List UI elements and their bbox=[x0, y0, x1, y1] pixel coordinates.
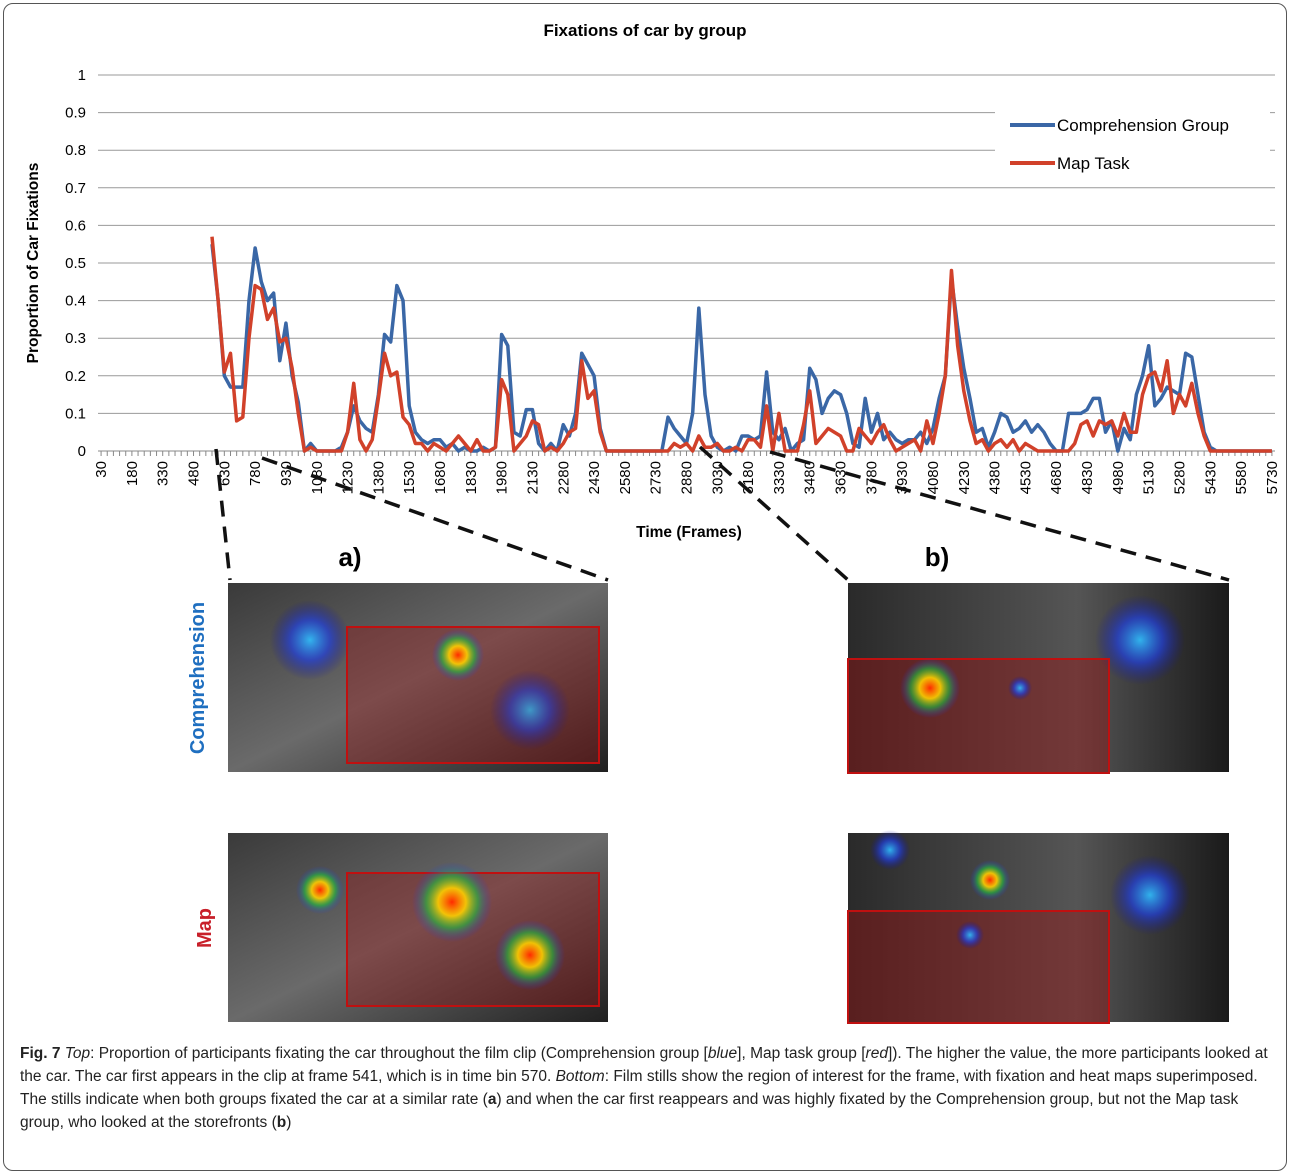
y-tick-label: 0.2 bbox=[65, 368, 86, 385]
y-tick-label: 1 bbox=[78, 67, 86, 84]
caption-part: ], Map task group [ bbox=[737, 1045, 866, 1062]
y-tick-label: 0.3 bbox=[65, 330, 86, 347]
legend: Comprehension Group Map Task bbox=[995, 105, 1270, 185]
x-tick-label: 2280 bbox=[555, 461, 572, 494]
connector bbox=[214, 448, 232, 581]
y-axis-label: Proportion of Car Fixations bbox=[25, 163, 42, 364]
connector bbox=[698, 445, 850, 582]
figure-border bbox=[3, 3, 1287, 1171]
x-tick-label: 5280 bbox=[1171, 461, 1188, 494]
chart-title: Fixations of car by group bbox=[543, 21, 746, 40]
still-comprehension-a bbox=[228, 583, 608, 772]
caption-part: : Proportion of participants fixating th… bbox=[90, 1045, 708, 1062]
x-tick-label: 4380 bbox=[987, 461, 1004, 494]
x-tick-label: 4080 bbox=[925, 461, 942, 494]
x-tick-label: 4980 bbox=[1110, 461, 1127, 494]
x-tick-label: 3780 bbox=[863, 461, 880, 494]
x-tick-label: 3480 bbox=[802, 461, 819, 494]
y-tick-label: 0.6 bbox=[65, 217, 86, 234]
lines bbox=[210, 236, 1272, 453]
connector bbox=[261, 456, 609, 582]
still-comprehension-b bbox=[847, 583, 1229, 774]
y-tick-label: 0.8 bbox=[65, 142, 86, 159]
x-tick-label: 3030 bbox=[709, 461, 726, 494]
x-tick-label: 4830 bbox=[1079, 461, 1096, 494]
x-tick-label: 2130 bbox=[524, 461, 541, 494]
y-tick-label: 0.4 bbox=[65, 293, 86, 310]
caption-part: ) and when the car first reappears and w… bbox=[20, 1091, 1239, 1131]
y-tick-label: 0.5 bbox=[65, 255, 86, 272]
caption-part: ) bbox=[286, 1114, 292, 1131]
caption-part: red bbox=[865, 1045, 888, 1062]
panel-label: a) bbox=[338, 542, 361, 572]
caption-fig: Fig. 7 bbox=[20, 1045, 61, 1062]
caption-part: : Film stills show the region of interes… bbox=[20, 1068, 1258, 1108]
x-axis-label: Time (Frames) bbox=[636, 524, 742, 541]
series-line bbox=[210, 236, 1272, 453]
y-tick-label: 0.7 bbox=[65, 180, 86, 197]
x-tick-label: 480 bbox=[186, 461, 203, 486]
series-line bbox=[210, 244, 1272, 453]
x-tick-label: 180 bbox=[124, 461, 141, 486]
connector bbox=[769, 450, 1230, 582]
x-tick-label: 2430 bbox=[586, 461, 603, 494]
x-tick-label: 1680 bbox=[432, 461, 449, 494]
x-tick-label: 5730 bbox=[1264, 461, 1281, 494]
x-tick-label: 1980 bbox=[494, 461, 511, 494]
legend-label: Map Task bbox=[1057, 154, 1130, 173]
x-tick-label: 1530 bbox=[401, 461, 418, 494]
x-tick-label: 5430 bbox=[1202, 461, 1219, 494]
y-tick-label: 0 bbox=[78, 443, 86, 460]
caption-part: blue bbox=[707, 1045, 738, 1062]
x-tick-label: 2880 bbox=[679, 461, 696, 494]
x-tick-label: 4680 bbox=[1048, 461, 1065, 494]
row-label: Map bbox=[194, 908, 216, 948]
x-tick-label: 2730 bbox=[648, 461, 665, 494]
x-tick-label: 5580 bbox=[1233, 461, 1250, 494]
x-tick-label: 30 bbox=[93, 461, 110, 478]
still-map-b bbox=[847, 830, 1229, 1024]
legend-label: Comprehension Group bbox=[1057, 116, 1229, 135]
x-tick-label: 1830 bbox=[463, 461, 480, 494]
x-tick-label: 4530 bbox=[1017, 461, 1034, 494]
x-tick-label: 930 bbox=[278, 461, 295, 486]
ticks: 0 0.1 0.2 0.3 0.4 0.5 0.6 0.7 0.8 0.9 1 30 180 330 480… bbox=[65, 67, 1281, 494]
legend-box bbox=[995, 105, 1270, 185]
caption-part: ]). The higher the value, the more parti… bbox=[20, 1045, 1268, 1085]
x-tick-label: 5130 bbox=[1141, 461, 1158, 494]
caption-part: a bbox=[487, 1091, 497, 1108]
x-tick-label: 3330 bbox=[771, 461, 788, 494]
y-tick-label: 0.9 bbox=[65, 105, 86, 122]
caption-part: Bottom bbox=[555, 1068, 605, 1085]
chart: Fixations of car by group Proportion of … bbox=[25, 21, 1281, 1024]
caption: Fig. 7 Top: Proportion of participants f… bbox=[20, 1042, 1275, 1134]
connectors bbox=[214, 445, 1230, 582]
x-tick-label: 2580 bbox=[617, 461, 634, 494]
caption-part: b bbox=[276, 1114, 287, 1131]
row-label: Comprehension bbox=[187, 602, 209, 754]
y-tick-label: 0.1 bbox=[65, 405, 86, 422]
x-tick-label: 330 bbox=[155, 461, 172, 486]
x-tick-label: 780 bbox=[247, 461, 264, 486]
panel-label: b) bbox=[925, 542, 950, 572]
still-map-a bbox=[228, 833, 608, 1022]
x-tick-label: 1380 bbox=[370, 461, 387, 494]
x-tick-label: 3630 bbox=[833, 461, 850, 494]
x-tick-label: 4230 bbox=[956, 461, 973, 494]
caption-part: Top bbox=[64, 1045, 91, 1062]
